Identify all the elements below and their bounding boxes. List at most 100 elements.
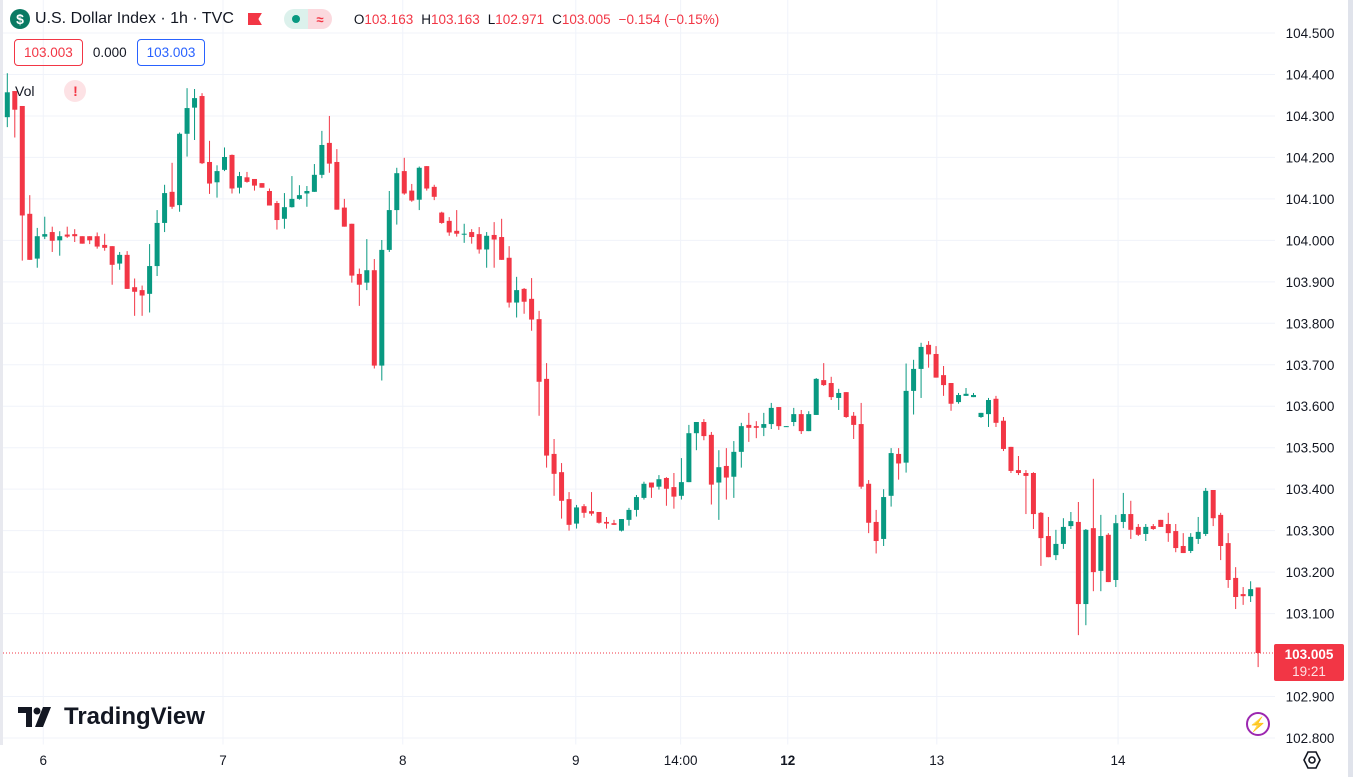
candle-down (79, 236, 85, 244)
candle-up (416, 167, 422, 200)
status-pill[interactable]: ≈ (283, 9, 332, 29)
x-tick-label: 8 (399, 753, 407, 768)
ohlc-readout: O103.163 H103.163 L102.971 C103.005 −0.1… (354, 12, 719, 27)
candle-down (124, 254, 130, 289)
y-tick-label: 103.300 (1286, 524, 1335, 539)
candle-down (49, 232, 55, 241)
volume-label[interactable]: Vol (15, 83, 35, 99)
candle-down (933, 353, 939, 378)
candle-down (1015, 470, 1021, 474)
candle-down (1105, 534, 1111, 583)
candle-down (776, 407, 782, 427)
candle-up (147, 266, 153, 294)
y-tick-label: 103.800 (1286, 316, 1335, 331)
candle-down (566, 499, 572, 525)
candle-down (1090, 528, 1096, 573)
candle-down (723, 465, 729, 478)
candle-down (1045, 536, 1051, 558)
settings-icon[interactable] (1302, 750, 1322, 770)
candle-down (491, 234, 497, 240)
flag-icon[interactable] (247, 13, 262, 25)
y-tick-label: 103.100 (1286, 607, 1335, 622)
candle-down (94, 236, 100, 247)
candle-down (1038, 512, 1044, 539)
candle-up (836, 392, 842, 398)
candle-down (409, 190, 415, 201)
candle-up (783, 426, 789, 428)
candle-down (948, 383, 954, 404)
x-tick-label: 14:00 (664, 753, 698, 768)
candle-up (386, 210, 392, 250)
high-value: 103.163 (430, 11, 480, 27)
candle-down (72, 234, 78, 237)
y-tick-label: 104.000 (1286, 233, 1335, 248)
candle-down (431, 186, 437, 197)
candle-down (896, 453, 902, 464)
candle-down (1165, 524, 1171, 534)
candle-down (866, 483, 872, 523)
logo-text: TradingView (64, 703, 205, 730)
candle-down (828, 383, 834, 398)
tradingview-logo[interactable]: TradingView (18, 703, 205, 731)
candle-up (214, 171, 220, 183)
change-value: −0.154 (−0.15%) (618, 11, 720, 27)
candle-down (446, 220, 452, 233)
candle-down (1150, 526, 1156, 529)
symbol-header: $ U.S. Dollar Index · 1h · TVC ≈ O103.16… (10, 8, 719, 30)
y-tick-label: 103.500 (1286, 441, 1335, 456)
candle-up (379, 249, 385, 366)
candle-down (1030, 473, 1036, 515)
y-tick-label: 104.200 (1286, 150, 1335, 165)
symbol-title[interactable]: U.S. Dollar Index · 1h · TVC (35, 10, 234, 27)
buy-button[interactable]: 103.003 (136, 39, 206, 66)
right-scrollbar[interactable] (1348, 0, 1353, 777)
candle-up (791, 414, 797, 422)
candle-down (611, 523, 617, 525)
candle-down (671, 487, 677, 497)
candle-up (813, 378, 819, 415)
candle-down (244, 177, 250, 182)
x-tick-label: 7 (219, 753, 227, 768)
candle-down (266, 191, 272, 206)
candle-down (536, 319, 542, 382)
candle-down (259, 183, 265, 188)
sell-button[interactable]: 103.003 (14, 39, 83, 66)
lightning-icon[interactable]: ⚡ (1246, 712, 1270, 736)
candle-up (574, 507, 580, 524)
y-tick-label: 103.600 (1286, 399, 1335, 414)
candle-down (499, 237, 505, 260)
y-tick-label: 104.300 (1286, 109, 1335, 124)
candle-down (993, 398, 999, 423)
candle-down (851, 415, 857, 425)
candle-down (746, 424, 752, 428)
x-tick-label: 9 (572, 753, 580, 768)
candle-up (1060, 526, 1066, 544)
candle-down (132, 287, 138, 292)
candle-down (109, 246, 115, 265)
candle-down (19, 105, 25, 216)
candle-up (1120, 514, 1126, 522)
candle-up (236, 176, 242, 188)
candle-up (656, 479, 662, 487)
candle-up (1248, 589, 1254, 597)
candle-up (1053, 543, 1059, 556)
candle-up (618, 519, 624, 531)
candle-down (12, 91, 18, 110)
candle-down (454, 230, 460, 234)
x-tick-label: 13 (929, 753, 944, 768)
candle-down (529, 298, 535, 320)
candle-up (117, 254, 123, 264)
candle-down (476, 234, 482, 250)
candle-down (139, 290, 145, 296)
y-tick-label: 102.800 (1286, 731, 1335, 746)
candle-down (469, 232, 475, 238)
candle-up (963, 393, 969, 396)
candle-up (42, 234, 48, 237)
warning-icon[interactable]: ! (64, 80, 87, 102)
candle-down (1135, 526, 1141, 535)
candle-down (1023, 473, 1029, 476)
tradingview-logo-icon (18, 707, 51, 727)
x-tick-label: 14 (1111, 753, 1127, 768)
candle-down (1218, 514, 1224, 546)
